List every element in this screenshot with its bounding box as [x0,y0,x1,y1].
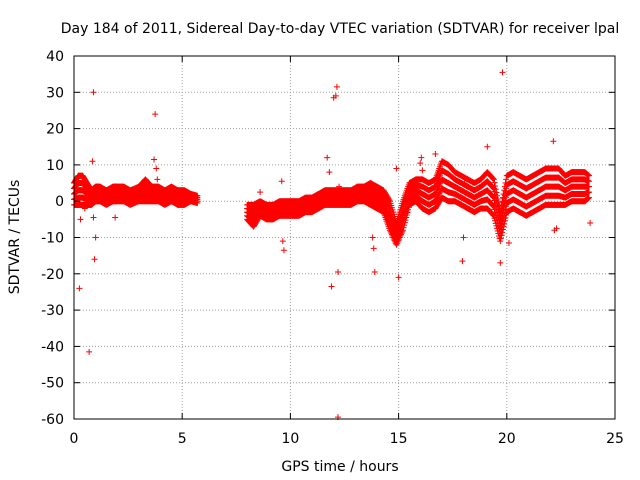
x-tick-label: 20 [498,431,516,447]
y-tick-label: 20 [46,122,64,138]
y-axis-label: SDTVAR / TECUs [7,180,23,295]
y-tick-label: -50 [41,376,64,392]
x-tick-label: 0 [70,431,79,447]
y-tick-label: 30 [46,85,64,101]
y-tick-label: -40 [41,339,64,355]
x-tick-label: 15 [390,431,408,447]
y-tick-label: -30 [41,303,64,319]
data-point [194,192,201,199]
chart-title: Day 184 of 2011, Sidereal Day-to-day VTE… [61,21,619,37]
y-tick-label: -10 [41,231,64,247]
y-tick-label: 40 [46,49,64,65]
x-axis-label: GPS time / hours [281,459,398,475]
y-tick-label: 10 [46,158,64,174]
y-tick-label: -60 [41,412,64,428]
y-tick-label: 0 [55,194,64,210]
plot-area [71,69,594,421]
x-tick-label: 5 [178,431,187,447]
grid [74,56,615,419]
x-tick-label: 25 [606,431,624,447]
x-tick-label: 10 [281,431,299,447]
y-tick-label: -20 [41,267,64,283]
